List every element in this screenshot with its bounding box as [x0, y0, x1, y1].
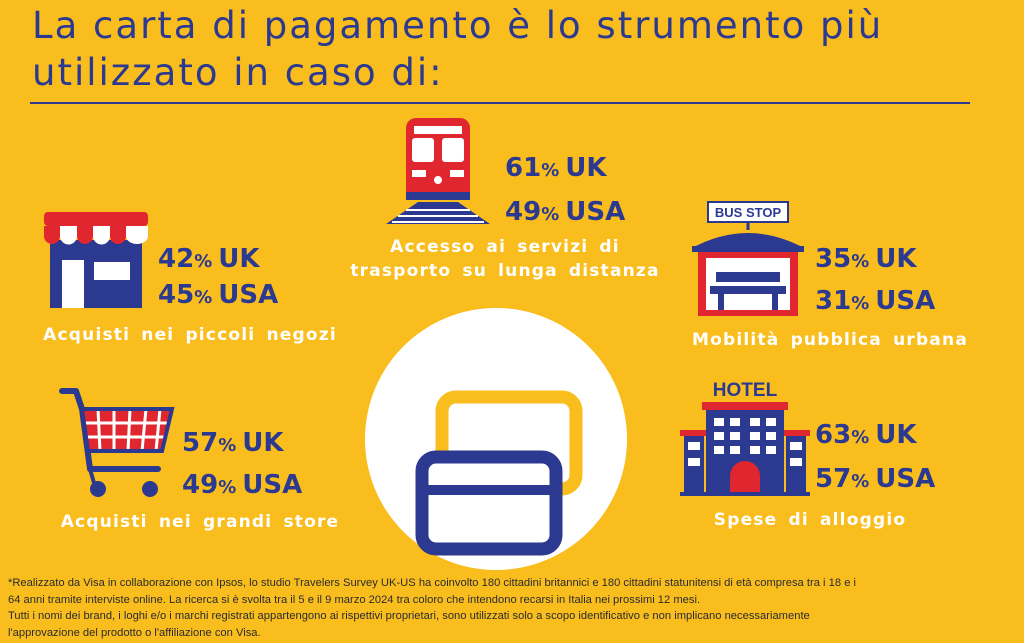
caption-piccoli-negozi: Acquisti nei piccoli negozi — [43, 325, 337, 345]
caption-grandi-store: Acquisti nei grandi store — [60, 512, 340, 532]
stat-mobilita-uk: 35% UK — [815, 244, 917, 274]
stat-negozi-usa: 45% USA — [158, 280, 279, 310]
caption-trasporto: Accesso ai servizi di trasporto su lunga… — [350, 237, 660, 281]
footnote-line-1: *Realizzato da Visa in collaborazione co… — [8, 577, 857, 589]
caption-mobilita: Mobilità pubblica urbana — [692, 330, 968, 350]
shop-icon — [44, 212, 148, 308]
train-icon — [386, 118, 490, 224]
hotel-sign-text: HOTEL — [713, 380, 778, 401]
stat-grandi-store-usa: 49% USA — [182, 470, 303, 500]
title-divider — [30, 102, 970, 104]
payment-cards-icon — [415, 390, 583, 556]
stat-trasporto-uk: 61% UK — [505, 153, 607, 183]
stat-negozi-uk: 42% UK — [158, 244, 260, 274]
footnote-line-4: l'approvazione del prodotto o l'affiliaz… — [8, 626, 261, 639]
footnote-line-2: 64 anni tramite interviste online. La ri… — [8, 593, 701, 606]
stat-grandi-store-uk: 57% UK — [182, 428, 284, 458]
page-title: La carta di pagamento è lo strumento più… — [32, 2, 883, 96]
title-line-1: La carta di pagamento è lo strumento più — [32, 4, 884, 47]
hotel-icon: HOTEL — [680, 380, 810, 496]
title-line-2: utilizzato in caso di: — [32, 51, 444, 94]
stat-mobilita-usa: 31% USA — [815, 286, 936, 316]
bus-stop-icon: BUS STOP — [692, 201, 804, 316]
stat-trasporto-usa: 49% USA — [505, 197, 626, 227]
footnote: *Realizzato da Visa in collaborazione co… — [8, 575, 1018, 641]
shopping-cart-icon — [59, 388, 175, 497]
caption-alloggio: Spese di alloggio — [713, 510, 907, 530]
stat-alloggio-usa: 57% USA — [815, 464, 936, 494]
footnote-line-3: Tutti i nomi dei brand, i loghi e/o i ma… — [8, 610, 810, 622]
bus-stop-sign-text: BUS STOP — [715, 205, 782, 220]
stat-alloggio-uk: 63% UK — [815, 420, 917, 450]
